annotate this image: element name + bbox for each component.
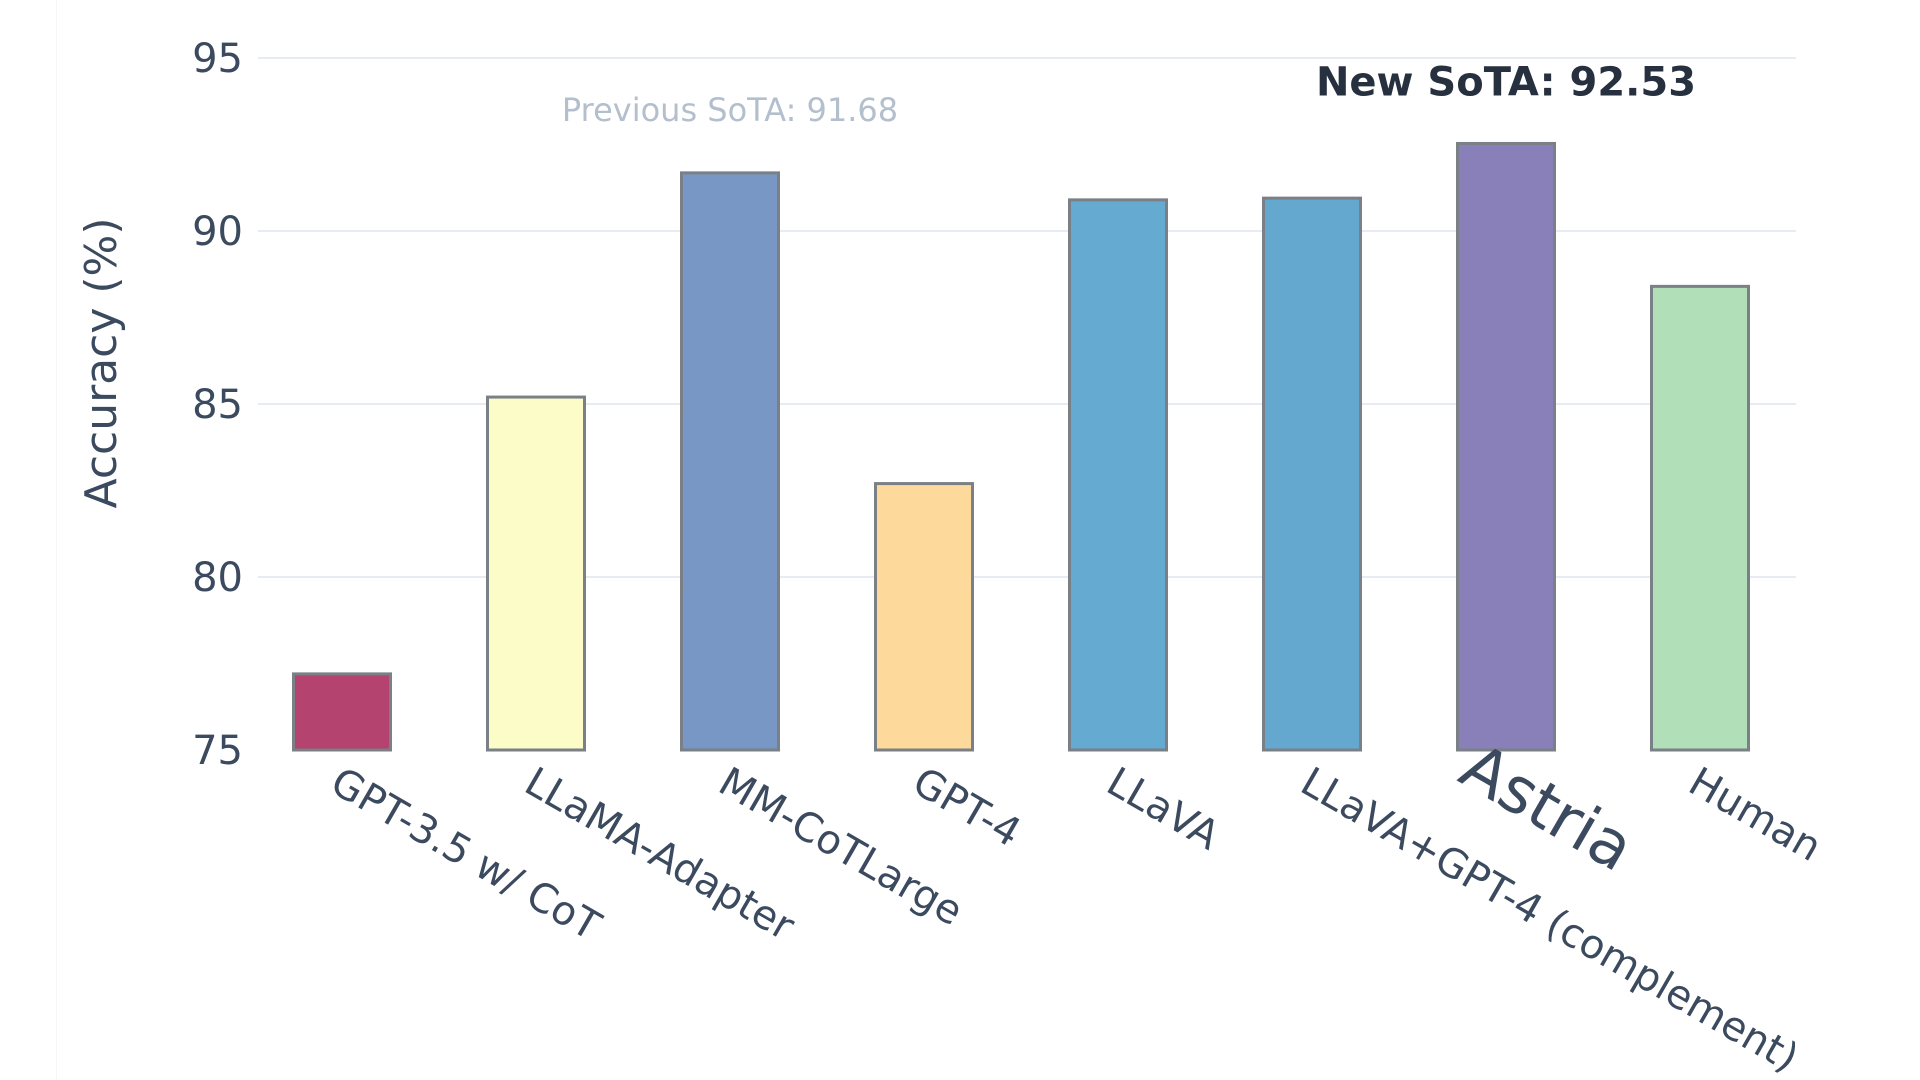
previous-sota-annotation: Previous SoTA: 91.68	[562, 91, 898, 129]
y-axis-ticks: 75 80 85 90 95	[192, 36, 243, 774]
bar-llava-gpt-4-complement	[1262, 196, 1362, 752]
y-tick-label: 80	[192, 555, 243, 601]
y-tick-label: 85	[192, 382, 243, 428]
bar-human	[1650, 284, 1750, 752]
annotations: Previous SoTA: 91.68 New SoTA: 92.53	[562, 59, 1696, 128]
y-tick-label: 75	[192, 728, 243, 774]
bar-llava	[1068, 198, 1168, 752]
bar-gpt-3-5-w-cot	[292, 672, 392, 752]
bar-astria	[1456, 141, 1556, 752]
bar-gpt-4	[874, 482, 974, 752]
x-tick-label: Human	[1681, 759, 1829, 871]
panel-edge-line	[56, 0, 57, 1080]
x-tick-label: GPT-4	[905, 759, 1028, 857]
y-axis-label: Accuracy (%)	[76, 217, 127, 508]
y-tick-label: 90	[192, 209, 243, 255]
y-tick-label: 95	[192, 36, 243, 82]
bar-mm-cotlarge	[680, 171, 780, 752]
x-tick-label: LLaVA	[1099, 759, 1228, 860]
x-axis-ticks: GPT-3.5 w/ CoTLLaMA-AdapterMM-CoTLargeGP…	[323, 730, 1829, 1080]
bars	[292, 141, 1750, 752]
new-sota-annotation: New SoTA: 92.53	[1316, 59, 1696, 105]
bar-llama-adapter	[486, 395, 586, 752]
